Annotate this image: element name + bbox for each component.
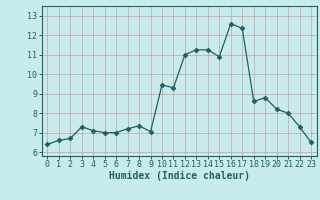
X-axis label: Humidex (Indice chaleur): Humidex (Indice chaleur) — [109, 171, 250, 181]
